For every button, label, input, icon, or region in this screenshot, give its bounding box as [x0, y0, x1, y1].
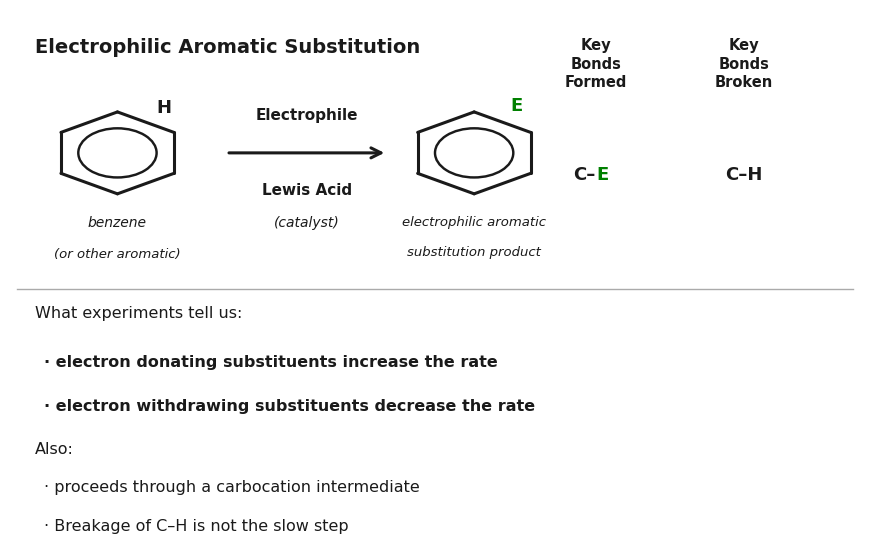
Text: (or other aromatic): (or other aromatic)	[54, 248, 181, 262]
Text: electrophilic aromatic: electrophilic aromatic	[401, 216, 546, 229]
Text: H: H	[156, 99, 171, 117]
Text: (catalyst): (catalyst)	[274, 216, 339, 230]
Text: Electrophile: Electrophile	[255, 108, 357, 123]
Text: · proceeds through a carbocation intermediate: · proceeds through a carbocation interme…	[43, 480, 419, 495]
Text: Also:: Also:	[35, 442, 74, 457]
Text: · Breakage of C–H is not the slow step: · Breakage of C–H is not the slow step	[43, 519, 348, 533]
Text: C–: C–	[573, 166, 595, 183]
Text: substitution product: substitution product	[407, 246, 541, 259]
Text: · electron donating substituents increase the rate: · electron donating substituents increas…	[43, 355, 497, 370]
Text: benzene: benzene	[88, 216, 147, 230]
Text: Electrophilic Aromatic Substitution: Electrophilic Aromatic Substitution	[35, 38, 420, 57]
Text: What experiments tell us:: What experiments tell us:	[35, 306, 242, 321]
Text: Key
Bonds
Formed: Key Bonds Formed	[564, 38, 627, 91]
Text: Key
Bonds
Broken: Key Bonds Broken	[714, 38, 772, 91]
Text: C–H: C–H	[725, 166, 761, 183]
Text: Lewis Acid: Lewis Acid	[262, 183, 351, 198]
Text: E: E	[509, 97, 521, 115]
Text: E: E	[595, 166, 607, 183]
Text: · electron withdrawing substituents decrease the rate: · electron withdrawing substituents decr…	[43, 399, 534, 413]
